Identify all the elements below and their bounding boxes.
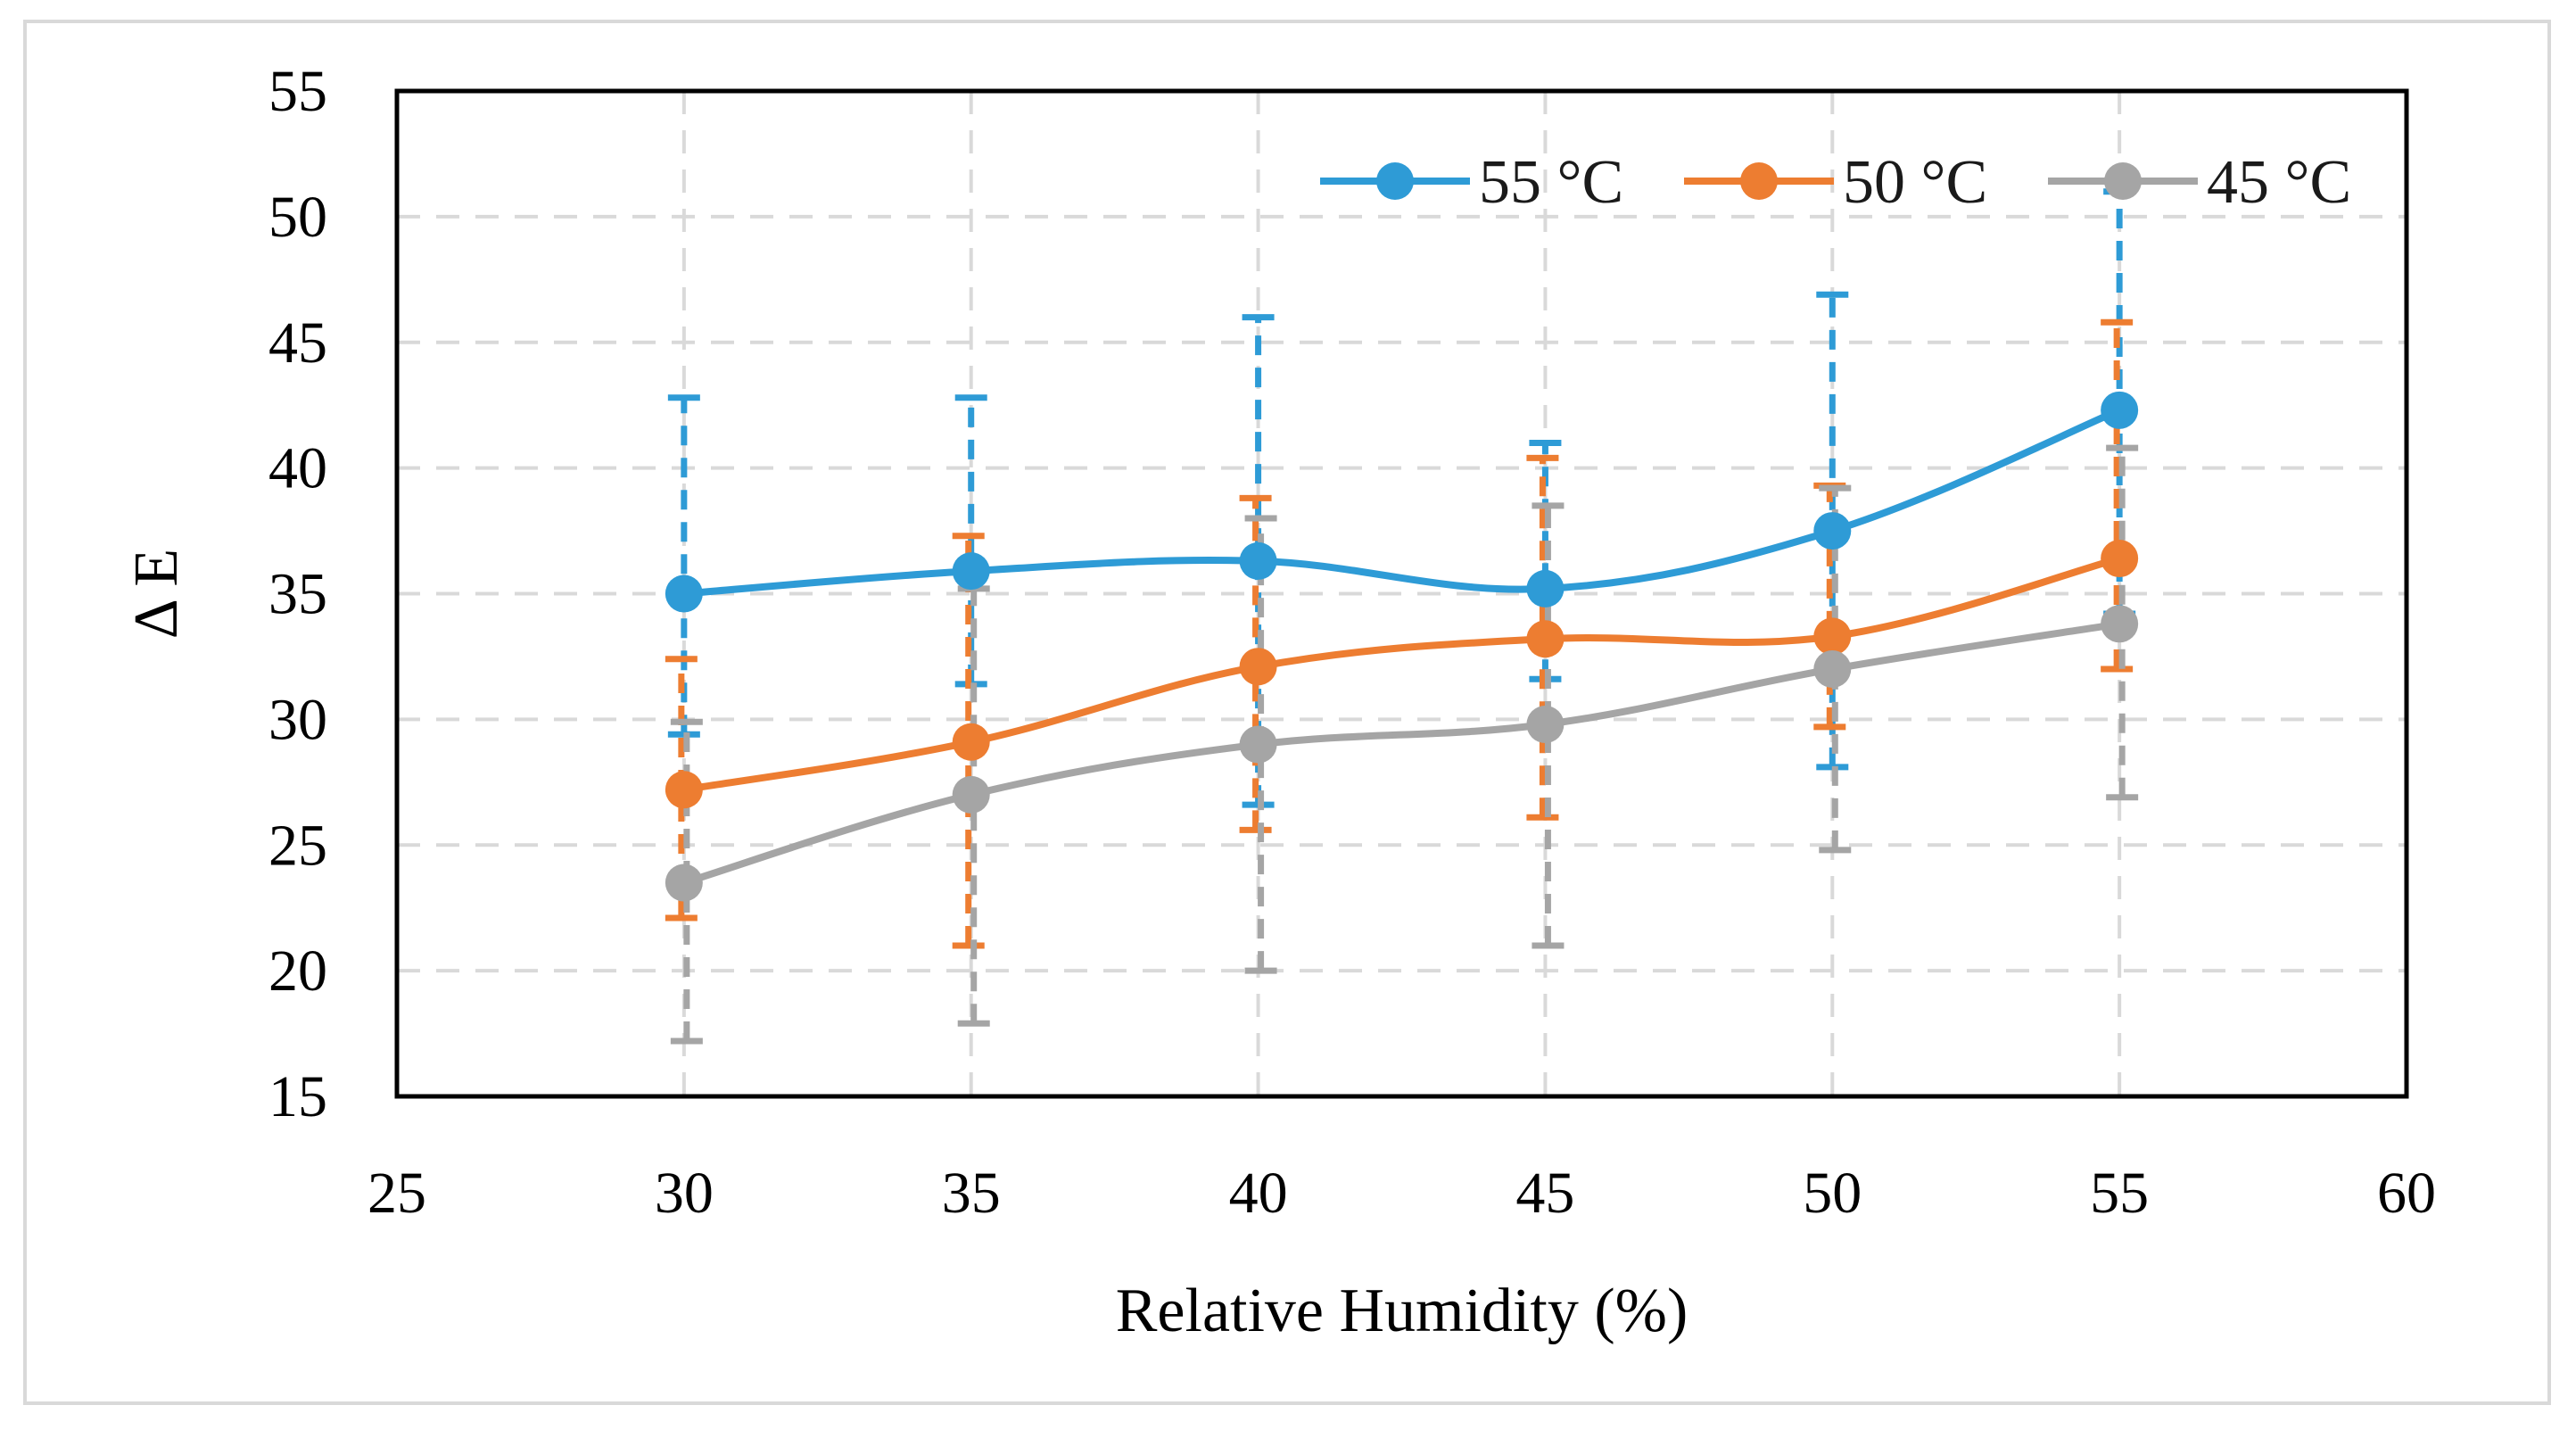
y-axis-title: Δ E bbox=[122, 549, 191, 639]
y-tick-label: 15 bbox=[268, 1064, 327, 1129]
legend: 55 °C 50 °C 45 °C bbox=[1320, 148, 2351, 217]
data-point bbox=[2101, 540, 2139, 578]
legend-marker bbox=[2104, 162, 2142, 200]
y-tick-label: 35 bbox=[268, 562, 327, 627]
chart-frame bbox=[23, 20, 2551, 1405]
y-tick-label: 30 bbox=[268, 687, 327, 752]
plot-area-border bbox=[394, 88, 2409, 1099]
data-point bbox=[2101, 605, 2139, 643]
legend-marker bbox=[1740, 162, 1778, 200]
data-point bbox=[1526, 569, 1565, 608]
data-point bbox=[952, 723, 990, 761]
legend-label: 50 °C bbox=[1843, 148, 1987, 217]
x-tick-label: 30 bbox=[655, 1161, 714, 1226]
y-axis-ticks: 15 20 25 30 35 40 45 50 55 bbox=[268, 59, 327, 1129]
y-tick-label: 45 bbox=[268, 310, 327, 376]
series-line bbox=[680, 406, 2124, 598]
y-tick-label: 55 bbox=[268, 59, 327, 124]
data-point bbox=[1239, 725, 1277, 764]
data-point bbox=[1813, 617, 1852, 656]
y-tick-label: 25 bbox=[268, 813, 327, 878]
x-tick-label: 40 bbox=[1229, 1161, 1288, 1226]
data-point bbox=[1813, 650, 1852, 689]
legend-label: 45 °C bbox=[2207, 148, 2351, 217]
x-tick-label: 55 bbox=[2090, 1161, 2149, 1226]
x-tick-label: 50 bbox=[1803, 1161, 1862, 1226]
x-axis-title: Relative Humidity (%) bbox=[1116, 1277, 1688, 1345]
y-tick-label: 50 bbox=[268, 185, 327, 250]
x-tick-label: 60 bbox=[2377, 1161, 2436, 1226]
data-point bbox=[665, 864, 703, 902]
data-point bbox=[665, 771, 703, 809]
series-line bbox=[680, 620, 2124, 887]
series-lines bbox=[680, 406, 2124, 887]
data-point bbox=[1526, 706, 1565, 744]
x-tick-label: 45 bbox=[1515, 1161, 1574, 1226]
data-point bbox=[1526, 620, 1565, 658]
data-point bbox=[665, 574, 703, 613]
legend-label: 55 °C bbox=[1479, 148, 1623, 217]
x-tick-label: 35 bbox=[942, 1161, 1001, 1226]
data-point bbox=[952, 552, 990, 591]
y-tick-label: 20 bbox=[268, 938, 327, 1004]
data-point bbox=[1813, 512, 1852, 550]
legend-marker bbox=[1376, 162, 1414, 200]
x-tick-label: 25 bbox=[367, 1161, 426, 1226]
series-points bbox=[665, 391, 2139, 902]
data-point bbox=[1239, 648, 1277, 686]
x-axis-ticks: 25 30 35 40 45 50 55 60 bbox=[367, 1161, 2436, 1226]
series-line bbox=[680, 555, 2124, 794]
data-point bbox=[2101, 391, 2139, 429]
data-point bbox=[1239, 541, 1277, 580]
data-point bbox=[952, 775, 990, 814]
y-tick-label: 40 bbox=[268, 436, 327, 501]
